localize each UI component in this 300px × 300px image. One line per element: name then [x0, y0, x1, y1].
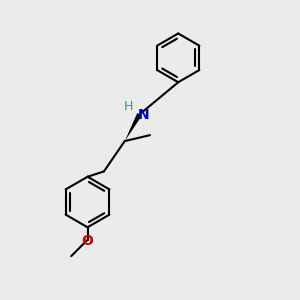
Text: O: O	[82, 234, 94, 248]
Polygon shape	[125, 113, 142, 141]
Text: N: N	[137, 108, 149, 122]
Text: H: H	[124, 100, 133, 112]
